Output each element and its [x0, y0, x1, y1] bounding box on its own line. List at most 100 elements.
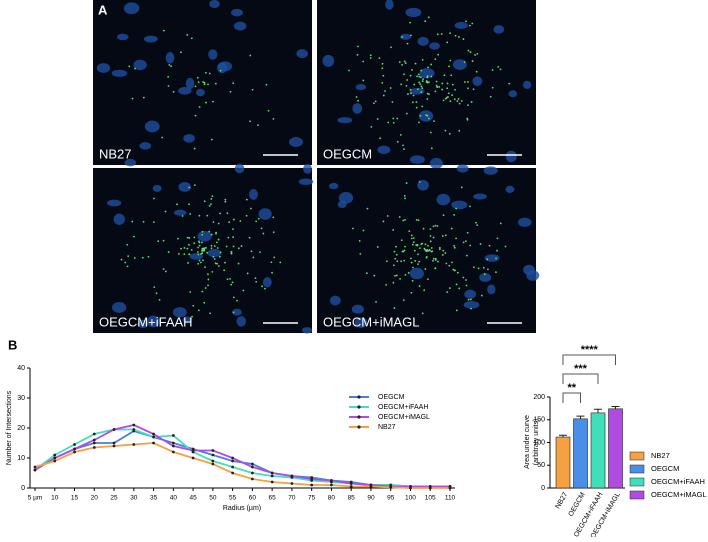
nucleus — [484, 254, 500, 262]
x-tick-label: 85 — [348, 495, 356, 502]
neurite-dot — [208, 204, 211, 207]
neurite-dot — [430, 247, 433, 249]
nucleus — [400, 33, 412, 40]
neurite-dot — [153, 197, 155, 200]
point — [231, 456, 235, 460]
neurite-dot — [370, 126, 373, 128]
legend-label: OEGCM — [651, 464, 679, 473]
neurite-dot — [219, 212, 222, 215]
neurite-dot — [210, 198, 213, 200]
point — [349, 482, 353, 485]
nucleus — [522, 80, 532, 90]
neurite-dot — [446, 82, 449, 85]
point — [112, 444, 116, 448]
nucleus — [124, 158, 137, 167]
nucleus — [377, 145, 391, 154]
neurite-dot — [411, 101, 414, 104]
neurite-dot — [188, 243, 190, 246]
neurite-dot — [232, 82, 235, 85]
neurite-dot — [464, 240, 467, 243]
x-tick-label: 90 — [367, 495, 375, 502]
neurite-dot — [406, 79, 409, 81]
neurite-dot — [416, 75, 418, 78]
neurite-dot — [230, 252, 233, 254]
neurite-dot — [216, 262, 218, 265]
neurite-dot — [386, 215, 389, 217]
series-line — [34, 424, 450, 488]
nucleus — [185, 77, 195, 90]
neurite-dot — [198, 214, 201, 217]
neurite-dot — [186, 236, 189, 239]
neurite-dot — [426, 92, 429, 95]
nucleus — [172, 307, 187, 318]
neurite-dot — [206, 214, 209, 217]
neurite-dot — [400, 83, 403, 86]
neurite-dot — [469, 205, 471, 208]
nucleus — [452, 59, 467, 70]
neurite-dot — [200, 252, 202, 255]
neurite-dot — [410, 257, 412, 260]
nucleus — [137, 319, 149, 329]
significance-bracket — [562, 354, 616, 365]
nucleus — [296, 49, 308, 59]
neurite-dot — [126, 265, 129, 268]
nucleus — [232, 308, 242, 316]
neurite-dot — [209, 312, 212, 315]
x-tick-label: 35 — [150, 495, 158, 502]
neurite-dot — [462, 276, 465, 279]
nucleus — [209, 0, 220, 9]
neurite-dot — [207, 83, 209, 86]
neurite-dot — [405, 112, 408, 115]
neurite-dot — [420, 91, 423, 93]
neurite-dot — [395, 253, 398, 256]
neurite-dot — [249, 54, 252, 57]
neurite-dot — [421, 87, 424, 90]
neurite-dot — [489, 95, 492, 98]
neurite-dot — [416, 244, 419, 247]
point — [250, 462, 254, 466]
neurite-dot — [398, 216, 401, 218]
neurite-dot — [399, 133, 402, 136]
neurite-dot — [419, 76, 422, 79]
neurite-dot — [124, 261, 127, 264]
neurite-dot — [418, 247, 421, 250]
nucleus — [207, 249, 222, 258]
nucleus — [183, 134, 195, 143]
neurite-dot — [453, 269, 456, 272]
neurite-dot — [421, 58, 424, 61]
neurite-dot — [379, 137, 382, 140]
neurite-dot — [444, 234, 447, 237]
neurite-dot — [392, 264, 395, 267]
neurite-dot — [168, 63, 171, 66]
neurite-dot — [472, 266, 475, 269]
neurite-dot — [378, 57, 381, 60]
neurite-dot — [457, 98, 460, 100]
neurite-dot — [217, 265, 220, 267]
neurite-dot — [401, 63, 404, 66]
neurite-dot — [463, 61, 466, 63]
neurite-dot — [197, 262, 200, 265]
neurite-dot — [358, 240, 361, 242]
neurite-dot — [203, 249, 205, 252]
neurite-dot — [204, 287, 207, 289]
neurite-dot — [240, 245, 243, 247]
point — [171, 434, 175, 437]
neurite-dot — [176, 203, 178, 206]
neurite-dot — [402, 250, 405, 253]
point — [92, 432, 96, 436]
neurite-dot — [436, 33, 439, 36]
neurite-dot — [183, 247, 186, 249]
neurite-dot — [201, 290, 204, 293]
neurite-dot — [448, 287, 451, 289]
neurite-dot — [245, 198, 248, 201]
y-tick-label: 0 — [21, 485, 25, 492]
neurite-dot — [204, 71, 207, 74]
nucleus — [236, 316, 246, 327]
neurite-dot — [453, 98, 456, 101]
neurite-dot — [436, 86, 439, 88]
x-tick-label: 5 µm — [28, 495, 43, 502]
neurite-dot — [155, 292, 158, 295]
neurite-dot — [424, 243, 427, 246]
neurite-dot — [359, 252, 362, 255]
neurite-dot — [435, 84, 438, 87]
